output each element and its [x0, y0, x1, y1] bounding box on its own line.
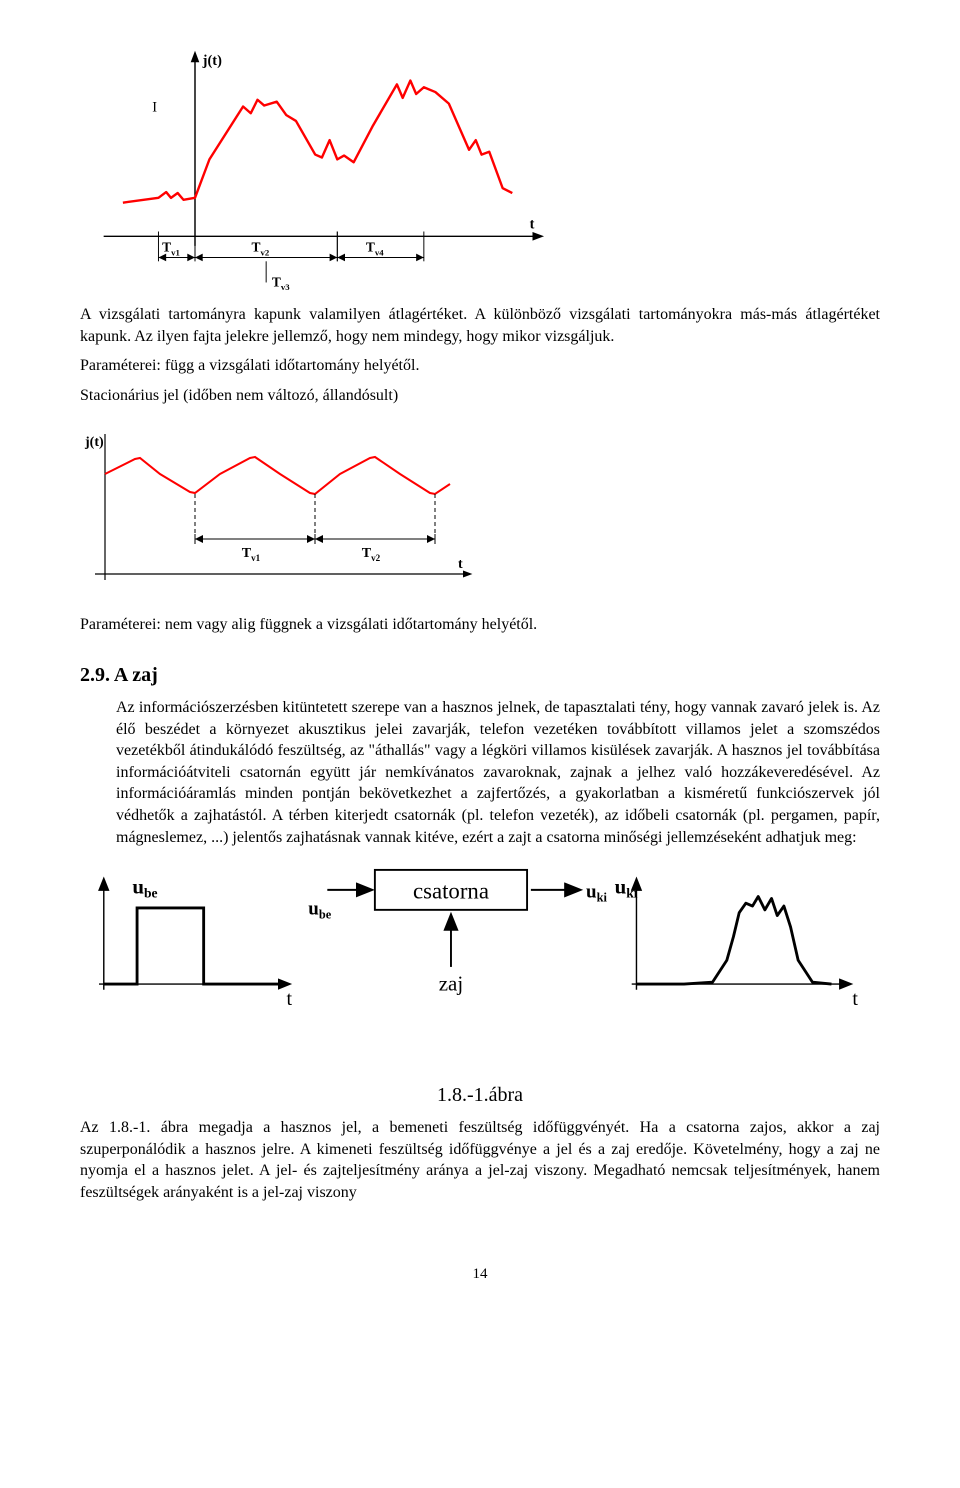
svg-text:Tv2: Tv2	[252, 240, 270, 258]
svg-text:t: t	[852, 988, 858, 1010]
svg-text:t: t	[530, 217, 535, 233]
svg-text:j(t): j(t)	[202, 53, 222, 69]
svg-text:j(t): j(t)	[84, 435, 104, 450]
section-heading: 2.9. A zaj	[80, 662, 880, 689]
figure-stationary-signal: j(t) t Tv1 Tv2	[80, 414, 880, 604]
figure-transient-signal: j(t)tITv1Tv2Tv4Tv3	[80, 44, 880, 294]
svg-text:Tv2: Tv2	[362, 546, 381, 563]
section-title: A zaj	[114, 664, 158, 686]
svg-text:I: I	[152, 99, 157, 115]
figure-caption: 1.8.-1.ábra	[80, 1082, 880, 1109]
svg-text:uki: uki	[586, 882, 607, 905]
paragraph-4: Paraméterei: nem vagy alig függnek a viz…	[80, 614, 880, 636]
figure-channel-diagram: ube t csatorna ube uki zaj uki t	[80, 856, 880, 1036]
paragraph-2: Paraméterei: függ a vizsgálati időtartom…	[80, 355, 880, 377]
svg-text:Tv4: Tv4	[366, 240, 384, 258]
svg-text:Tv3: Tv3	[272, 274, 290, 292]
svg-text:ube: ube	[132, 875, 157, 901]
svg-text:csatorna: csatorna	[413, 879, 489, 904]
paragraph-1: A vizsgálati tartományra kapunk valamily…	[80, 304, 880, 347]
paragraph-5: Az információszerzésben kitüntetett szer…	[116, 697, 880, 848]
svg-text:zaj: zaj	[439, 972, 463, 996]
svg-text:ube: ube	[308, 899, 331, 922]
section-number: 2.9.	[80, 664, 110, 686]
page-number: 14	[80, 1264, 880, 1284]
paragraph-3: Stacionárius jel (időben nem változó, ál…	[80, 385, 880, 407]
caption-text: 1.8.-1.ábra	[437, 1084, 523, 1106]
paragraph-6: Az 1.8.-1. ábra megadja a hasznos jel, a…	[80, 1117, 880, 1203]
svg-text:t: t	[286, 988, 292, 1010]
svg-text:Tv1: Tv1	[242, 546, 261, 563]
svg-text:t: t	[458, 557, 463, 572]
svg-text:uki: uki	[615, 875, 638, 901]
